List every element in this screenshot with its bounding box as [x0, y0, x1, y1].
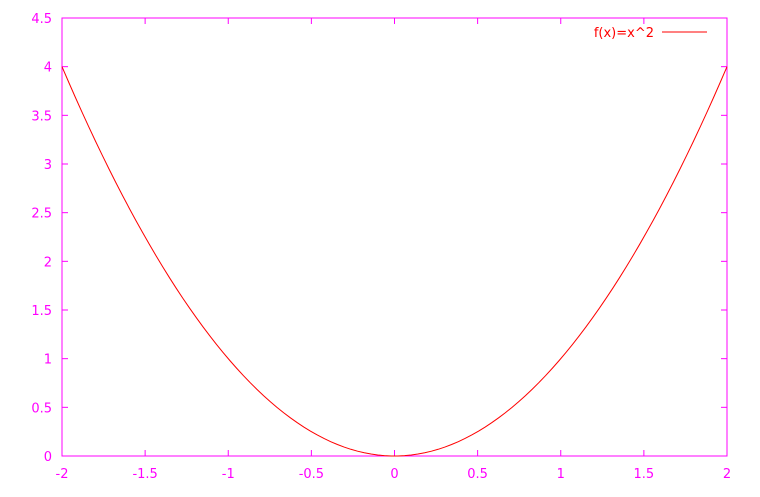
x-tick-label: 1.5 — [634, 467, 655, 482]
y-tick-label: 2 — [44, 255, 52, 270]
y-tick-label: 1.5 — [31, 304, 52, 319]
y-tick-label: 4.5 — [31, 12, 52, 27]
y-tick-label: 3.5 — [31, 109, 52, 124]
plot-border — [61, 17, 728, 457]
x-tick-label: -1 — [222, 467, 235, 482]
y-axis: 0 0.5 1 1.5 2 2.5 3 3.5 4 4.5 — [31, 12, 727, 465]
x-tick-label: 0.5 — [467, 467, 488, 482]
x-tick-label: -2 — [56, 467, 69, 482]
x-tick-label: -0.5 — [299, 467, 324, 482]
x-tick-label: -1.5 — [132, 467, 157, 482]
legend-label: f(x)=x^2 — [594, 26, 654, 41]
x-tick-label: 1 — [557, 467, 565, 482]
y-tick-label: 2.5 — [31, 207, 52, 222]
series-line-f-x-x2 — [61, 66, 728, 457]
y-tick-label: 0.5 — [31, 401, 52, 416]
x-axis: -2 -1.5 -1 -0.5 0 0.5 1 1.5 2 — [56, 18, 731, 482]
y-tick-label: 3 — [44, 158, 52, 173]
y-tick-label: 1 — [44, 353, 52, 368]
legend: f(x)=x^2 — [594, 26, 707, 41]
y-tick-label: 4 — [44, 61, 52, 76]
x-tick-label: 0 — [390, 467, 398, 482]
x-tick-label: 2 — [723, 467, 731, 482]
y-tick-label: 0 — [44, 450, 52, 465]
